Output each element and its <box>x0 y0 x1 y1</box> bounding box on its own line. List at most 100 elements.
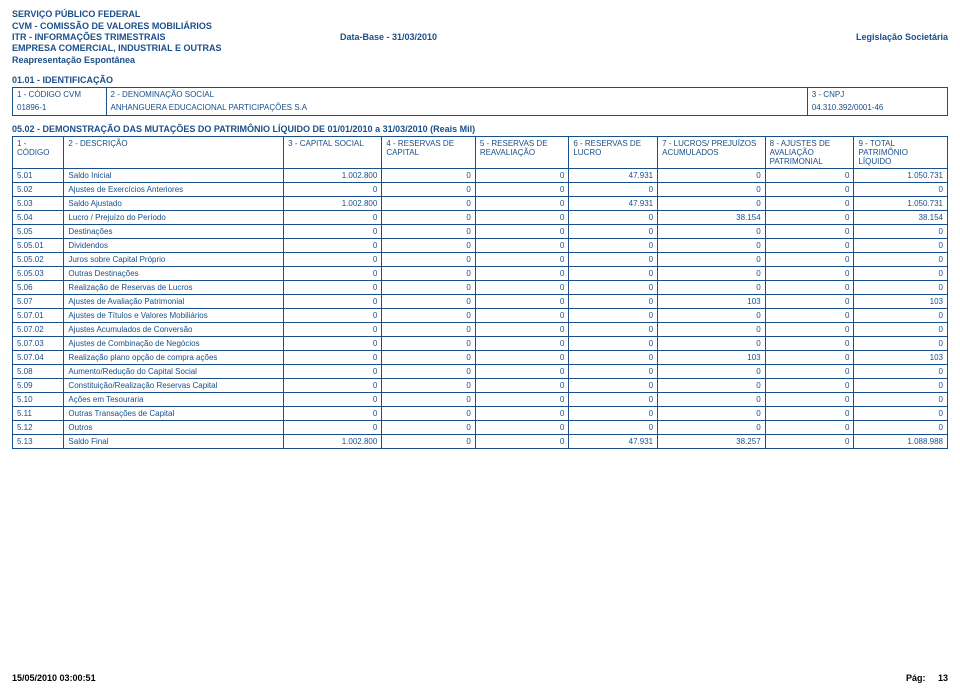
ident-value-denominacao: ANHANGUERA EDUCACIONAL PARTICIPAÇÕES S.A <box>106 101 807 115</box>
row-value: 0 <box>475 197 569 211</box>
table-row: 5.11Outras Transações de Capital0000000 <box>13 407 948 421</box>
row-value: 0 <box>475 225 569 239</box>
row-code: 5.07 <box>13 295 64 309</box>
table-row: 5.03Saldo Ajustado1.002.8000047.931001.0… <box>13 197 948 211</box>
row-value: 0 <box>284 379 382 393</box>
row-value: 0 <box>382 295 476 309</box>
header-legislation: Legislação Societária <box>856 32 948 42</box>
row-value: 0 <box>382 239 476 253</box>
row-desc: Ações em Tesouraria <box>64 393 284 407</box>
row-value: 0 <box>569 351 658 365</box>
row-value: 0 <box>569 337 658 351</box>
row-value: 0 <box>658 281 766 295</box>
footer-page: Pág: 13 <box>906 673 948 683</box>
row-value: 0 <box>382 365 476 379</box>
row-value: 0 <box>382 267 476 281</box>
row-value: 0 <box>475 267 569 281</box>
row-value: 0 <box>658 183 766 197</box>
footer-timestamp: 15/05/2010 03:00:51 <box>12 673 96 683</box>
row-value: 0 <box>765 337 854 351</box>
row-value: 0 <box>475 365 569 379</box>
row-desc: Dividendos <box>64 239 284 253</box>
row-value: 0 <box>854 365 948 379</box>
row-value: 0 <box>382 337 476 351</box>
row-value: 0 <box>382 421 476 435</box>
row-code: 5.10 <box>13 393 64 407</box>
row-value: 47.931 <box>569 169 658 183</box>
table-row: 5.04Lucro / Prejuízo do Período000038.15… <box>13 211 948 225</box>
row-value: 0 <box>382 407 476 421</box>
row-value: 0 <box>658 239 766 253</box>
row-value: 0 <box>569 211 658 225</box>
row-code: 5.07.03 <box>13 337 64 351</box>
row-value: 0 <box>658 407 766 421</box>
row-value: 0 <box>475 295 569 309</box>
row-value: 0 <box>569 407 658 421</box>
row-value: 0 <box>854 183 948 197</box>
row-value: 0 <box>475 393 569 407</box>
table-row: 5.05.02Juros sobre Capital Próprio000000… <box>13 253 948 267</box>
row-value: 0 <box>765 323 854 337</box>
row-value: 0 <box>284 421 382 435</box>
mut-col-7: 7 - LUCROS/ PREJUÍZOS ACUMULADOS <box>658 136 766 169</box>
row-code: 5.03 <box>13 197 64 211</box>
ident-header-codigo: 1 - CÓDIGO CVM <box>13 87 107 101</box>
table-row: 5.05Destinações0000000 <box>13 225 948 239</box>
table-row: 5.13Saldo Final1.002.8000047.93138.25701… <box>13 435 948 449</box>
row-value: 0 <box>475 309 569 323</box>
row-value: 0 <box>854 253 948 267</box>
row-value: 0 <box>658 421 766 435</box>
row-value: 0 <box>284 351 382 365</box>
row-value: 0 <box>284 239 382 253</box>
row-value: 0 <box>658 337 766 351</box>
row-value: 47.931 <box>569 197 658 211</box>
row-value: 0 <box>475 351 569 365</box>
row-value: 0 <box>382 323 476 337</box>
header-line-3-left: ITR - INFORMAÇÕES TRIMESTRAIS <box>12 32 166 42</box>
row-desc: Ajustes de Exercícios Anteriores <box>64 183 284 197</box>
row-value: 0 <box>658 267 766 281</box>
row-code: 5.05 <box>13 225 64 239</box>
identification-table: 1 - CÓDIGO CVM 2 - DENOMINAÇÃO SOCIAL 3 … <box>12 87 948 116</box>
mut-col-1: 1 - CÓDIGO <box>13 136 64 169</box>
table-row: 5.06Realização de Reservas de Lucros0000… <box>13 281 948 295</box>
row-value: 0 <box>569 183 658 197</box>
row-code: 5.07.04 <box>13 351 64 365</box>
row-desc: Saldo Ajustado <box>64 197 284 211</box>
row-value: 0 <box>765 239 854 253</box>
row-value: 0 <box>475 169 569 183</box>
row-code: 5.05.01 <box>13 239 64 253</box>
header-line-2: CVM - COMISSÃO DE VALORES MOBILIÁRIOS <box>12 20 948 32</box>
row-value: 0 <box>382 225 476 239</box>
mut-col-5: 5 - RESERVAS DE REAVALIAÇÃO <box>475 136 569 169</box>
row-code: 5.07.01 <box>13 309 64 323</box>
table-row: 5.07.04Realização plano opção de compra … <box>13 351 948 365</box>
row-code: 5.02 <box>13 183 64 197</box>
row-value: 0 <box>765 365 854 379</box>
row-value: 38.154 <box>658 211 766 225</box>
row-value: 0 <box>854 323 948 337</box>
row-code: 5.13 <box>13 435 64 449</box>
section-identification-title: 01.01 - IDENTIFICAÇÃO <box>12 75 948 85</box>
row-code: 5.06 <box>13 281 64 295</box>
row-value: 0 <box>569 225 658 239</box>
row-value: 0 <box>569 267 658 281</box>
row-code: 5.11 <box>13 407 64 421</box>
row-value: 0 <box>854 407 948 421</box>
row-value: 0 <box>382 281 476 295</box>
table-row: 5.05.03Outras Destinações0000000 <box>13 267 948 281</box>
row-value: 0 <box>382 169 476 183</box>
page-footer: 15/05/2010 03:00:51 Pág: 13 <box>12 673 948 683</box>
row-value: 0 <box>765 211 854 225</box>
row-value: 0 <box>765 169 854 183</box>
row-value: 0 <box>569 309 658 323</box>
row-value: 0 <box>382 253 476 267</box>
row-value: 0 <box>854 379 948 393</box>
row-value: 0 <box>658 365 766 379</box>
row-value: 0 <box>854 239 948 253</box>
row-value: 47.931 <box>569 435 658 449</box>
row-value: 1.088.988 <box>854 435 948 449</box>
row-desc: Juros sobre Capital Próprio <box>64 253 284 267</box>
header-data-base: Data-Base - 31/03/2010 <box>340 32 437 42</box>
row-value: 0 <box>765 351 854 365</box>
